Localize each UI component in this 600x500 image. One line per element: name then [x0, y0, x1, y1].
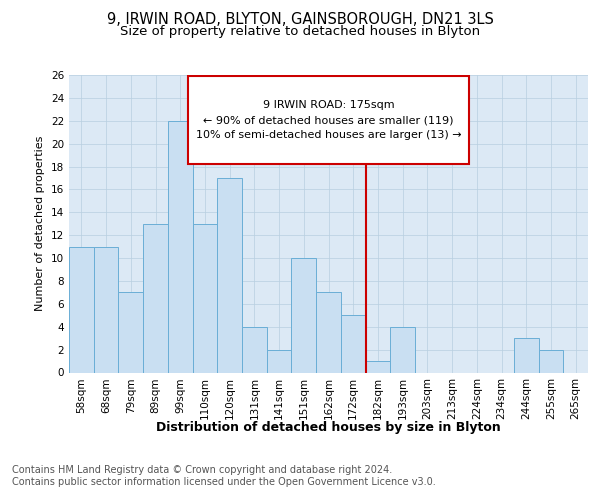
Bar	[514, 338, 539, 372]
Text: Distribution of detached houses by size in Blyton: Distribution of detached houses by size …	[157, 421, 501, 434]
Text: 9, IRWIN ROAD, BLYTON, GAINSBOROUGH, DN21 3LS: 9, IRWIN ROAD, BLYTON, GAINSBOROUGH, DN2…	[107, 12, 493, 28]
Bar	[168, 121, 193, 372]
Text: Size of property relative to detached houses in Blyton: Size of property relative to detached ho…	[120, 25, 480, 38]
Bar	[69, 246, 94, 372]
Bar	[316, 292, 341, 372]
Bar	[118, 292, 143, 372]
Bar	[143, 224, 168, 372]
Bar	[292, 258, 316, 372]
Bar	[539, 350, 563, 372]
Bar	[94, 246, 118, 372]
Y-axis label: Number of detached properties: Number of detached properties	[35, 136, 46, 312]
Text: Contains HM Land Registry data © Crown copyright and database right 2024.
Contai: Contains HM Land Registry data © Crown c…	[12, 465, 436, 486]
Bar	[267, 350, 292, 372]
Bar	[193, 224, 217, 372]
Bar	[365, 361, 390, 372]
Bar	[217, 178, 242, 372]
Bar	[341, 316, 365, 372]
Bar	[242, 326, 267, 372]
FancyBboxPatch shape	[188, 76, 469, 164]
Bar	[390, 326, 415, 372]
Text: 9 IRWIN ROAD: 175sqm
← 90% of detached houses are smaller (119)
10% of semi-deta: 9 IRWIN ROAD: 175sqm ← 90% of detached h…	[196, 100, 461, 140]
